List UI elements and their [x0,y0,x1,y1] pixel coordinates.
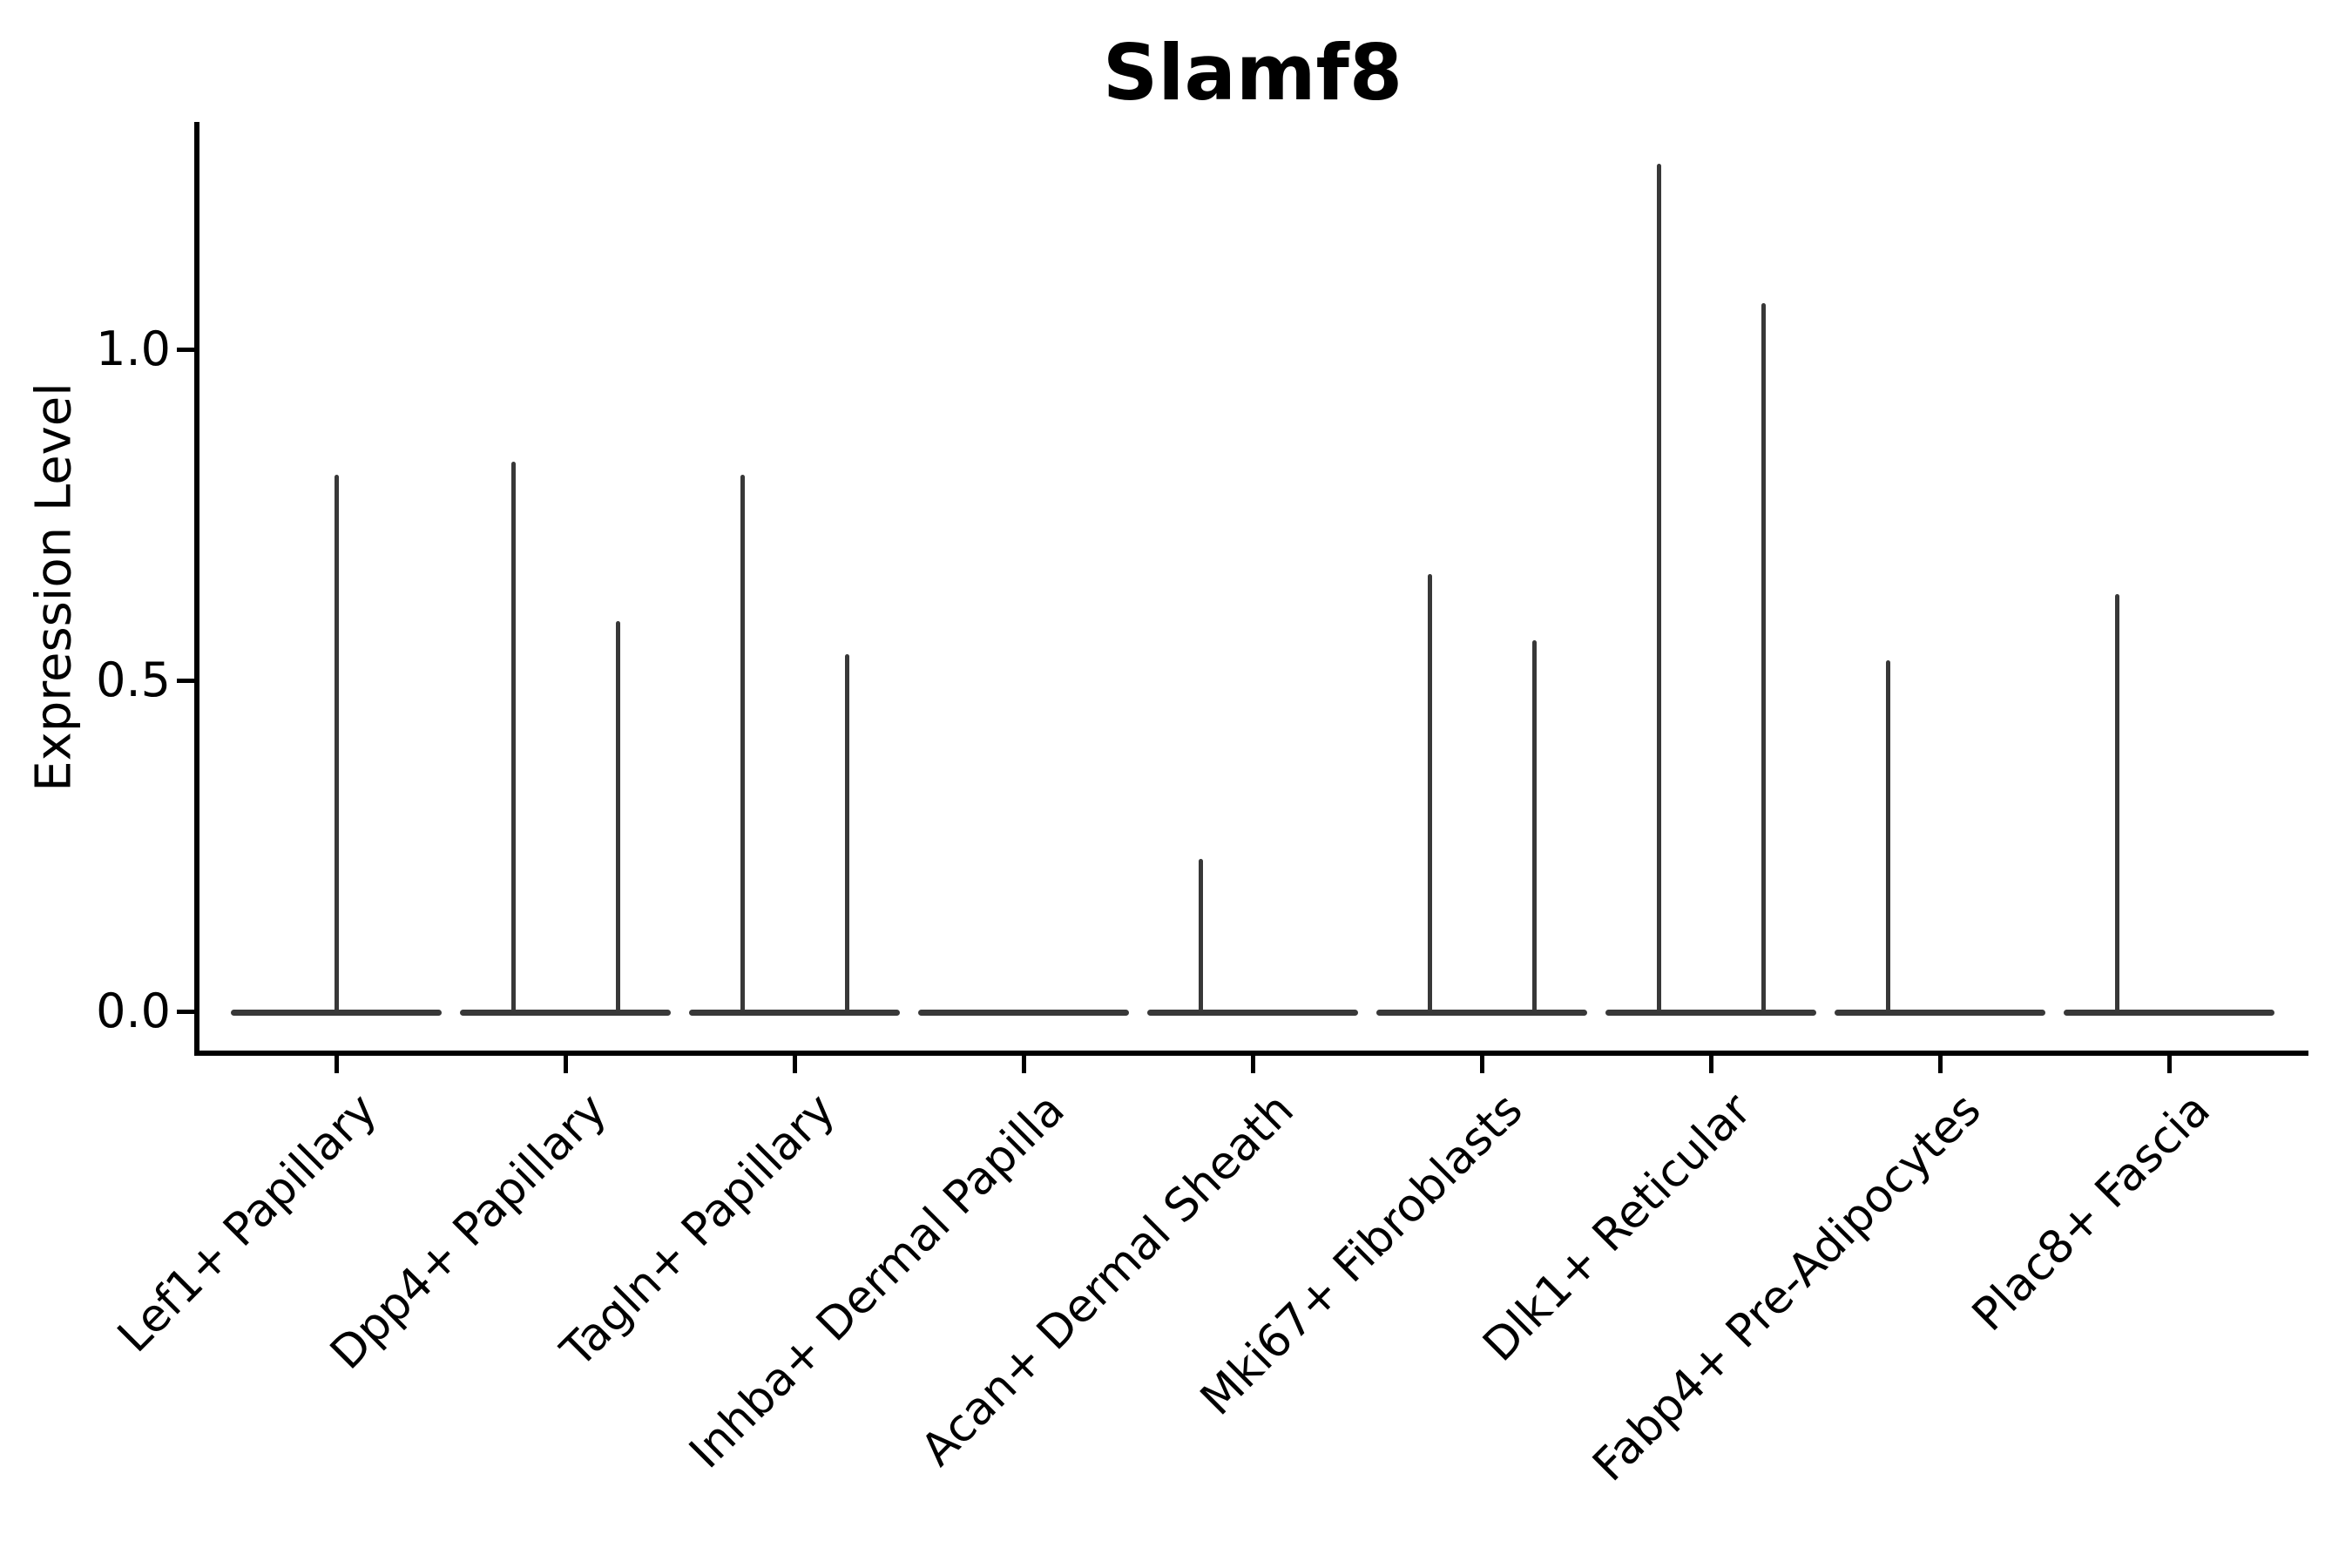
violin-spike [1531,640,1537,1015]
x-tick-label: Fabp4+ Pre-Adipocytes [1583,1084,1991,1492]
violin-baseline [918,1009,1129,1016]
x-axis-spine [194,1051,2308,1056]
y-tick-label: 0.5 [96,652,171,707]
x-tick [792,1056,797,1073]
chart-title: Slamf8 [1102,28,1403,118]
y-axis-spine [194,122,199,1056]
violin-baseline [689,1009,900,1016]
violin-baseline [460,1009,671,1016]
x-tick [563,1056,568,1073]
violin-spike [510,462,516,1015]
violin-baseline [1376,1009,1587,1016]
violin-baseline [1835,1009,2045,1016]
x-tick-label: Acan+ Dermal Sheath [910,1084,1304,1477]
violin-baseline [1147,1009,1358,1016]
violin-spike [1761,302,1766,1015]
y-tick [177,678,194,683]
violin-spike [1885,660,1890,1015]
y-axis-title: Expression Level [25,382,83,792]
violin-spike [334,475,339,1015]
y-tick-label: 0.0 [96,983,171,1038]
violin-spike [2114,594,2119,1015]
violin-baseline [1605,1009,1816,1016]
x-tick-label: Inhba+ Dermal Papilla [679,1084,1075,1479]
violin-spike [740,475,745,1015]
violin-spike [1198,859,1203,1015]
x-tick [334,1056,339,1073]
y-tick-label: 1.0 [96,321,171,376]
x-tick [1708,1056,1713,1073]
x-tick [1937,1056,1943,1073]
violin-spike [844,653,849,1015]
violin-spike [1656,164,1661,1015]
x-tick-label: Plac8+ Fascia [1962,1084,2220,1342]
x-tick [1479,1056,1484,1073]
x-tick [2166,1056,2172,1073]
violin-baseline [2064,1009,2274,1016]
x-tick [1021,1056,1026,1073]
y-tick [177,1009,194,1014]
x-tick [1250,1056,1255,1073]
y-tick [177,347,194,352]
violin-spike [1427,574,1432,1015]
violin-spike [615,620,620,1015]
